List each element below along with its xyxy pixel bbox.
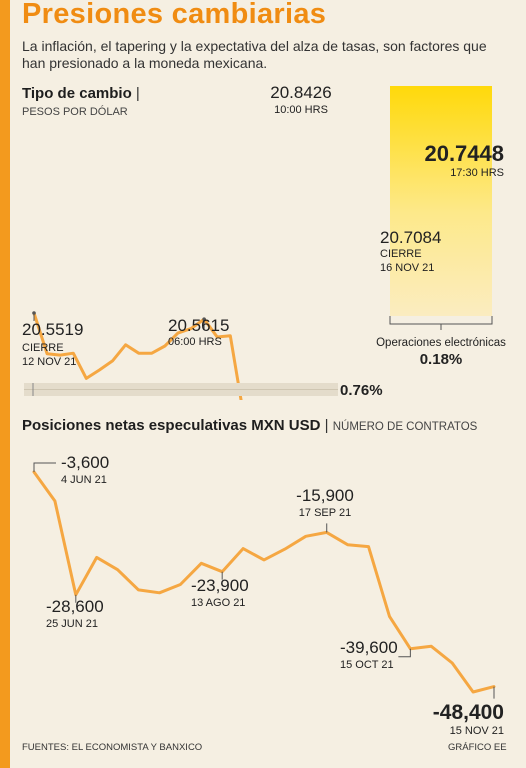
annotation-date-last: 15 NOV 21 bbox=[450, 725, 504, 737]
leader-first bbox=[33, 462, 56, 472]
chart1-heading: Tipo de cambio | bbox=[22, 85, 140, 102]
chart2-heading: Posiciones netas especulativas MXN USD |… bbox=[22, 417, 477, 434]
chart1-unit-label: PESOS POR DÓLAR bbox=[22, 106, 128, 118]
annotation-value-oct: -39,600 bbox=[340, 638, 398, 657]
credit-note: GRÁFICO EE bbox=[448, 742, 507, 753]
annotation-value-high: 20.8426 bbox=[270, 83, 331, 102]
annotation-date-mid: 13 AGO 21 bbox=[191, 597, 245, 609]
leader-start-dot bbox=[32, 311, 36, 315]
annotation-date-first: 4 JUN 21 bbox=[61, 474, 107, 486]
highlight-change: 0.18% bbox=[420, 351, 463, 368]
sources-note: FUENTES: EL ECONOMISTA Y BANXICO bbox=[22, 742, 203, 753]
annotation-value-close: 20.7084 bbox=[380, 228, 441, 247]
title-separator: | bbox=[324, 417, 329, 434]
annotation-value-low: 20.5615 bbox=[168, 316, 229, 335]
annotation-date-peak: 17 SEP 21 bbox=[299, 507, 351, 519]
annotation-date-close: 16 NOV 21 bbox=[380, 262, 434, 274]
accent-bar bbox=[0, 0, 10, 768]
annotation-value-first: -3,600 bbox=[61, 453, 109, 472]
annotation-date-oct: 15 OCT 21 bbox=[340, 659, 394, 671]
annotation-value-peak: -15,900 bbox=[296, 486, 354, 505]
annotation-label-close: CIERRE bbox=[380, 248, 422, 260]
annotation-value-mid: -23,900 bbox=[191, 576, 249, 595]
exchange-rate-line bbox=[32, 311, 243, 400]
annotation-label-start: CIERRE bbox=[22, 342, 64, 354]
page-title: Presiones cambiarias bbox=[22, 0, 327, 30]
annotation-time-high: 10:00 HRS bbox=[274, 104, 328, 116]
chart2-unit-label: NÚMERO DE CONTRATOS bbox=[332, 421, 478, 433]
leader-low-dot bbox=[202, 317, 206, 322]
page-subtitle: La inflación, el tapering y la expectati… bbox=[22, 38, 487, 71]
highlight-bracket bbox=[389, 316, 493, 330]
total-change-value: 0.76% bbox=[340, 382, 383, 399]
positions-line bbox=[32, 470, 496, 694]
annotation-time-last: 17:30 HRS bbox=[450, 167, 504, 179]
highlight-band bbox=[390, 86, 492, 316]
annotation-value-low: -28,600 bbox=[46, 597, 104, 616]
annotation-date-start: 12 NOV 21 bbox=[22, 356, 76, 368]
chart2-title: Posiciones netas especulativas MXN USD bbox=[22, 417, 321, 434]
title-separator: | bbox=[135, 85, 140, 102]
highlight-label: Operaciones electrónicas bbox=[376, 337, 506, 349]
chart1-title: Tipo de cambio bbox=[22, 85, 132, 102]
annotation-time-low: 06:00 HRS bbox=[168, 336, 222, 348]
annotation-value-last: -48,400 bbox=[433, 701, 504, 724]
leader-oct bbox=[398, 648, 411, 658]
annotation-value-last: 20.7448 bbox=[424, 141, 504, 166]
annotation-value-start: 20.5519 bbox=[22, 320, 83, 339]
annotation-date-low: 25 JUN 21 bbox=[46, 618, 98, 630]
